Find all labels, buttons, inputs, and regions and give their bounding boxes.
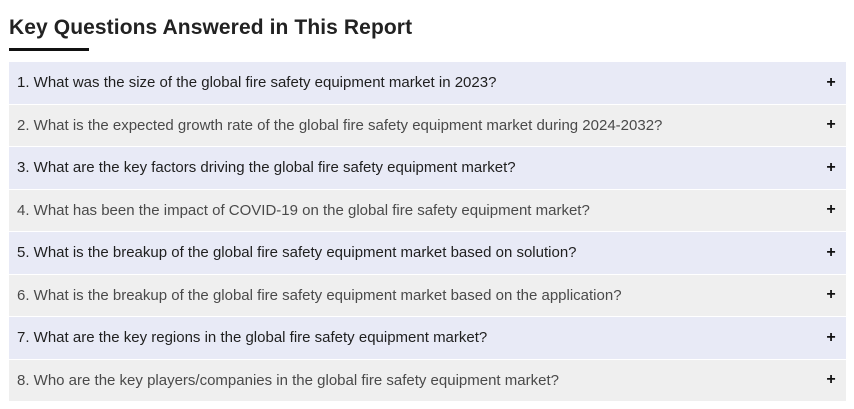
faq-item-2[interactable]: 2. What is the expected growth rate of t…: [9, 104, 846, 147]
title-underline: [9, 48, 89, 51]
faq-item-4[interactable]: 4. What has been the impact of COVID-19 …: [9, 189, 846, 232]
faq-list: 1. What was the size of the global fire …: [9, 62, 846, 402]
faq-question: 5. What is the breakup of the global fir…: [17, 244, 577, 262]
faq-question: 6. What is the breakup of the global fir…: [17, 286, 622, 304]
faq-question: 4. What has been the impact of COVID-19 …: [17, 201, 590, 219]
faq-question: 7. What are the key regions in the globa…: [17, 329, 488, 347]
faq-item-5[interactable]: 5. What is the breakup of the global fir…: [9, 232, 846, 275]
faq-question: 2. What is the expected growth rate of t…: [17, 116, 663, 134]
plus-icon[interactable]: +: [826, 243, 836, 261]
plus-icon[interactable]: +: [826, 286, 836, 304]
plus-icon[interactable]: +: [826, 201, 836, 219]
faq-question: 3. What are the key factors driving the …: [17, 159, 516, 177]
faq-item-8[interactable]: 8. Who are the key players/companies in …: [9, 359, 846, 402]
plus-icon[interactable]: +: [826, 158, 836, 176]
plus-icon[interactable]: +: [826, 371, 836, 389]
faq-item-3[interactable]: 3. What are the key factors driving the …: [9, 147, 846, 190]
plus-icon[interactable]: +: [826, 116, 836, 134]
faq-item-6[interactable]: 6. What is the breakup of the global fir…: [9, 274, 846, 317]
faq-item-7[interactable]: 7. What are the key regions in the globa…: [9, 317, 846, 360]
plus-icon[interactable]: +: [826, 73, 836, 91]
faq-item-1[interactable]: 1. What was the size of the global fire …: [9, 62, 846, 105]
faq-question: 1. What was the size of the global fire …: [17, 74, 497, 92]
plus-icon[interactable]: +: [826, 328, 836, 346]
section-title: Key Questions Answered in This Report: [9, 16, 413, 39]
faq-question: 8. Who are the key players/companies in …: [17, 371, 559, 389]
